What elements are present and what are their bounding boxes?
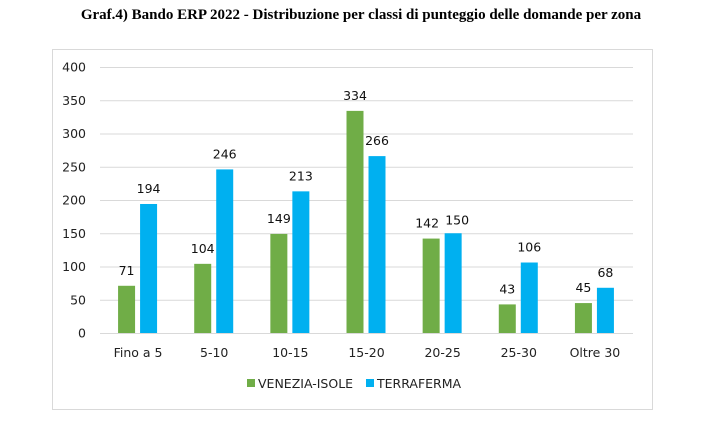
data-label: 43 xyxy=(499,281,515,296)
y-tick-label: 200 xyxy=(62,193,86,208)
x-tick-label: Oltre 30 xyxy=(570,345,621,360)
y-tick-label: 50 xyxy=(70,292,86,307)
legend-label: TERRAFERMA xyxy=(376,376,462,391)
legend-label: VENEZIA-ISOLE xyxy=(258,376,353,391)
y-tick-label: 100 xyxy=(62,259,86,274)
data-label: 45 xyxy=(575,280,591,295)
bar-venezia-isole xyxy=(422,238,440,333)
data-label: 334 xyxy=(343,88,367,103)
data-label: 266 xyxy=(365,133,389,148)
bar-venezia-isole xyxy=(194,263,212,333)
bar-venezia-isole xyxy=(270,233,288,333)
bar-terraferma xyxy=(216,169,234,333)
data-label: 150 xyxy=(445,212,469,227)
bar-terraferma xyxy=(140,203,158,333)
x-tick-label: 20-25 xyxy=(424,345,460,360)
bar-terraferma xyxy=(444,233,462,333)
chart-title: Graf.4) Bando ERP 2022 - Distribuzione p… xyxy=(80,7,642,23)
y-tick-label: 150 xyxy=(62,226,86,241)
legend-swatch-0 xyxy=(247,379,255,387)
y-tick-label: 0 xyxy=(78,326,86,341)
bar-venezia-isole xyxy=(498,304,516,333)
x-tick-label: 15-20 xyxy=(348,345,384,360)
bar-terraferma xyxy=(368,156,386,333)
bar-venezia-isole xyxy=(574,303,592,333)
bar-venezia-isole xyxy=(346,110,364,333)
bar-terraferma xyxy=(292,191,310,333)
y-tick-label: 350 xyxy=(62,93,86,108)
data-label: 106 xyxy=(517,240,541,255)
data-label: 68 xyxy=(597,265,613,280)
data-label: 246 xyxy=(213,146,237,161)
x-tick-label: 5-10 xyxy=(200,345,228,360)
x-tick-label: 10-15 xyxy=(272,345,308,360)
x-tick-label: 25-30 xyxy=(501,345,537,360)
data-label: 71 xyxy=(119,263,135,278)
data-label: 213 xyxy=(289,168,313,183)
legend-swatch-1 xyxy=(366,379,374,387)
data-label: 194 xyxy=(137,181,161,196)
bar-terraferma xyxy=(596,287,614,333)
y-tick-label: 250 xyxy=(62,159,86,174)
y-tick-label: 400 xyxy=(62,60,86,75)
x-tick-label: Fino a 5 xyxy=(114,345,163,360)
data-label: 104 xyxy=(191,241,215,256)
y-tick-label: 300 xyxy=(62,126,86,141)
data-label: 149 xyxy=(267,211,291,226)
bar-venezia-isole xyxy=(118,285,136,333)
bar-terraferma xyxy=(520,262,538,333)
data-label: 142 xyxy=(415,216,439,231)
